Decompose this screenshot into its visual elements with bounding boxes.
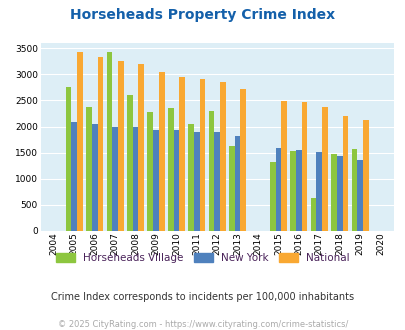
Bar bbox=[97, 57, 103, 231]
Bar bbox=[77, 52, 83, 231]
Bar bbox=[66, 87, 71, 231]
Bar bbox=[228, 146, 234, 231]
Legend: Horseheads Village, New York, National: Horseheads Village, New York, National bbox=[52, 249, 353, 267]
Bar bbox=[92, 124, 97, 231]
Bar bbox=[153, 130, 158, 231]
Bar bbox=[321, 107, 327, 231]
Bar bbox=[362, 120, 368, 231]
Bar bbox=[275, 148, 281, 231]
Bar bbox=[336, 156, 342, 231]
Bar bbox=[138, 64, 144, 231]
Bar bbox=[234, 136, 240, 231]
Bar bbox=[71, 122, 77, 231]
Bar bbox=[214, 132, 220, 231]
Bar bbox=[269, 161, 275, 231]
Bar bbox=[240, 89, 245, 231]
Bar bbox=[356, 160, 362, 231]
Bar bbox=[179, 77, 185, 231]
Bar bbox=[199, 80, 205, 231]
Bar bbox=[132, 126, 138, 231]
Bar bbox=[220, 82, 225, 231]
Bar bbox=[351, 149, 356, 231]
Bar bbox=[112, 127, 118, 231]
Bar bbox=[147, 112, 153, 231]
Bar bbox=[315, 152, 321, 231]
Bar bbox=[106, 52, 112, 231]
Bar bbox=[310, 198, 315, 231]
Bar bbox=[173, 130, 179, 231]
Bar bbox=[281, 101, 286, 231]
Bar bbox=[188, 124, 194, 231]
Bar bbox=[301, 102, 307, 231]
Text: © 2025 CityRating.com - https://www.cityrating.com/crime-statistics/: © 2025 CityRating.com - https://www.city… bbox=[58, 320, 347, 329]
Text: Crime Index corresponds to incidents per 100,000 inhabitants: Crime Index corresponds to incidents per… bbox=[51, 292, 354, 302]
Bar bbox=[208, 111, 214, 231]
Bar bbox=[118, 61, 124, 231]
Bar bbox=[127, 95, 132, 231]
Bar bbox=[290, 151, 295, 231]
Bar bbox=[342, 116, 347, 231]
Bar bbox=[330, 154, 336, 231]
Bar bbox=[158, 72, 164, 231]
Text: Horseheads Property Crime Index: Horseheads Property Crime Index bbox=[70, 8, 335, 22]
Bar bbox=[194, 132, 199, 231]
Bar bbox=[167, 108, 173, 231]
Bar bbox=[295, 150, 301, 231]
Bar bbox=[86, 107, 92, 231]
